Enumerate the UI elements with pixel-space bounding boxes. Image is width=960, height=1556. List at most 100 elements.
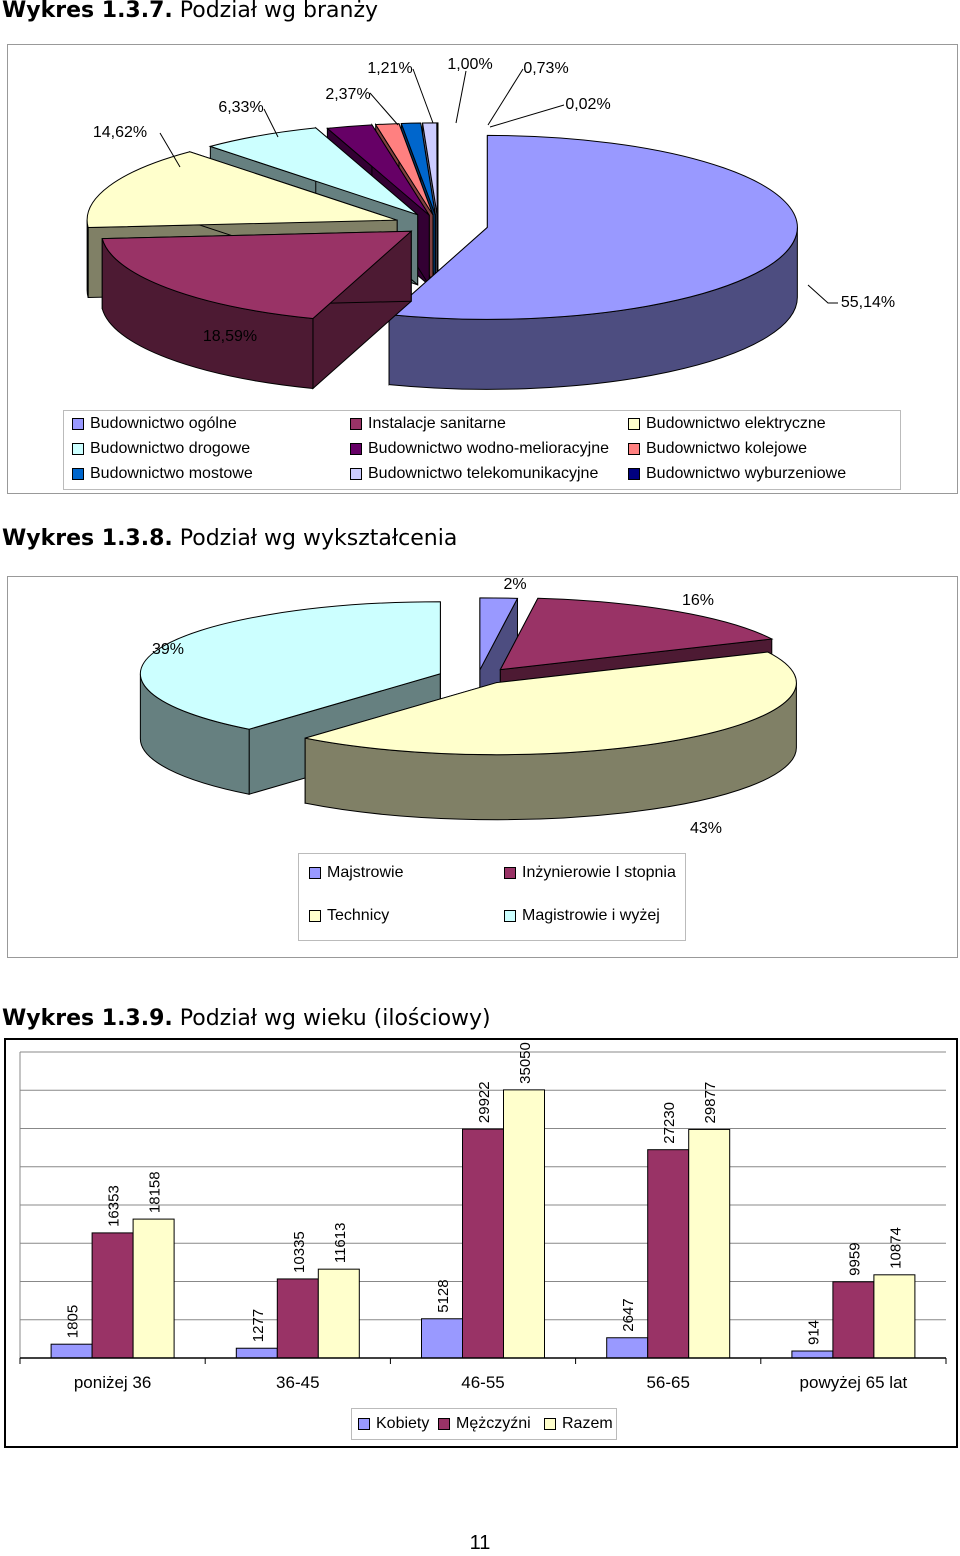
data-label-kobiety-powyzej-65-lat: 914: [805, 1320, 822, 1345]
data-label-mezczyzni-46-55: 29922: [476, 1081, 493, 1123]
chart1-leader-budownictwo-elektryczne: [159, 132, 181, 168]
chart3-title-number: Wykres 1.3.9.: [2, 1006, 173, 1031]
bar-razem-56-65: [688, 1128, 731, 1359]
chart3-legend-item-razem: Razem: [544, 1415, 613, 1433]
chart1-label-budownictwo-telekomunikacyjne: 0,73%: [523, 60, 568, 77]
chart3-area: 1805 16353 18158 poniżej 36 1277 10335 11613 36…: [4, 1038, 958, 1448]
bar-kobiety-powyzej-65-lat: [791, 1350, 834, 1359]
data-label-mezczyzni-36-45: 10335: [291, 1231, 308, 1273]
chart1-legend-item-instalacje-sanitarne: Instalacje sanitarne: [350, 415, 506, 433]
chart3-title: Wykres 1.3.9. Podział wg wieku (ilościow…: [2, 1006, 491, 1031]
chart1-leader-budownictwo-kolejowe: [412, 68, 434, 124]
chart3-legend-swatch: [438, 1418, 450, 1430]
chart1-leader-budownictwo-telekomunikacyjne: [487, 68, 524, 126]
chart1-legend-swatch: [628, 468, 640, 480]
bar-kobiety-56-65: [606, 1337, 649, 1359]
x-label-ponizej-36: poniżej 36: [74, 1373, 152, 1392]
chart1-leader-budownictwo-drogowe: [263, 108, 279, 138]
bar-mezczyzni-36-45: [276, 1278, 319, 1359]
chart1-title-text: Podział wg branży: [172, 0, 379, 23]
data-label-mezczyzni-56-65: 27230: [661, 1102, 678, 1144]
chart1-legend-label: Budownictwo kolejowe: [646, 440, 807, 457]
bar-kobiety-ponizej-36: [50, 1343, 93, 1359]
chart2-title-number: Wykres 1.3.8.: [2, 526, 173, 551]
chart2-label-majstrowie: 2%: [503, 577, 526, 593]
bar-kobiety-46-55: [421, 1318, 463, 1359]
chart1-leader-budownictwo-wodno-melioracyjne: [369, 92, 399, 126]
chart2-legend: Majstrowie Inżynierowie I stopnia Technicy…: [298, 853, 686, 941]
chart2-title-text: Podział wg wykształcenia: [172, 526, 458, 551]
chart1-title-number: Wykres 1.3.7.: [2, 0, 173, 23]
x-label-powyzej-65-lat: powyżej 65 lat: [800, 1373, 908, 1392]
x-label-36-45: 36-45: [276, 1373, 319, 1392]
data-label-kobiety-46-55: 5128: [435, 1279, 452, 1312]
chart1-legend-swatch: [72, 418, 84, 430]
data-label-mezczyzni-powyzej-65-lat: 9959: [846, 1242, 863, 1275]
chart2-title: Wykres 1.3.8. Podział wg wykształcenia: [2, 526, 457, 551]
data-label-mezczyzni-ponizej-36: 16353: [106, 1185, 123, 1227]
chart1-legend: Budownictwo ogólne Instalacje sanitarne Bu…: [63, 410, 901, 490]
data-label-kobiety-ponizej-36: 1805: [65, 1305, 82, 1338]
chart1-label-instalacje-sanitarne: 18,59%: [203, 328, 257, 345]
data-label-kobiety-56-65: 2647: [620, 1298, 637, 1331]
chart3-legend-label: Kobiety: [376, 1415, 430, 1432]
chart1-legend-item-budownictwo-kolejowe: Budownictwo kolejowe: [628, 440, 807, 458]
chart1-area: 55,14% 18,59% 14,62% 6,33% 2,37% 1,21% 1,00% 0,…: [7, 44, 958, 494]
x-label-56-65: 56-65: [646, 1373, 689, 1392]
chart2-area: 2% 16% 43% 39% Majstrowie Inżynierowie I sto…: [7, 576, 958, 958]
chart1-label-budownictwo-mostowe: 1,00%: [447, 56, 492, 73]
chart2-legend-label: Magistrowie i wyżej: [522, 907, 660, 924]
chart1-leader-budownictwo-wyburzeniowe: [489, 104, 565, 128]
chart2-label-magistrowie-i-wyzej: 39%: [152, 641, 184, 658]
chart1-title: Wykres 1.3.7. Podział wg branży: [2, 0, 378, 23]
chart2-legend-swatch: [309, 910, 321, 922]
chart3-legend-label: Razem: [562, 1415, 613, 1432]
chart2-legend-swatch: [504, 910, 516, 922]
bar-mezczyzni-46-55: [462, 1128, 504, 1359]
chart3-legend-item-mezczyzni: Mężczyźni: [438, 1415, 531, 1433]
chart2-legend-item-technicy: Technicy: [309, 907, 389, 925]
bar-mezczyzni-ponizej-36: [91, 1232, 134, 1359]
chart1-legend-label: Budownictwo telekomunikacyjne: [368, 465, 599, 482]
chart2-legend-label: Majstrowie: [327, 864, 404, 881]
bar-mezczyzni-56-65: [647, 1149, 690, 1359]
bar-razem-46-55: [503, 1089, 545, 1359]
chart2-legend-item-majstrowie: Majstrowie: [309, 864, 403, 882]
chart1-legend-swatch: [72, 468, 84, 480]
chart1-legend-swatch: [350, 418, 362, 430]
chart2-legend-item-inzynierowie-i-stopnia: Inżynierowie I stopnia: [504, 864, 676, 882]
slice-instalacje-sanitarne: [101, 230, 413, 390]
chart1-legend-label: Budownictwo mostowe: [90, 465, 253, 482]
chart1-label-budownictwo-drogowe: 6,33%: [218, 99, 263, 116]
chart1-legend-swatch: [350, 468, 362, 480]
chart2-legend-swatch: [504, 867, 516, 879]
page-number: 11: [469, 1532, 491, 1554]
data-label-razem-36-45: 11613: [332, 1223, 349, 1264]
chart1-legend-item-budownictwo-elektryczne: Budownictwo elektryczne: [628, 415, 826, 433]
bar-mezczyzni-powyzej-65-lat: [832, 1281, 875, 1359]
chart1-label-budownictwo-ogolne: 55,14%: [841, 294, 895, 311]
data-label-kobiety-36-45: 1277: [250, 1309, 267, 1342]
chart1-legend-item-budownictwo-drogowe: Budownictwo drogowe: [72, 440, 250, 458]
chart1-legend-label: Budownictwo ogólne: [90, 415, 237, 432]
chart1-label-budownictwo-wodno-melioracyjne: 2,37%: [325, 86, 370, 103]
chart1-legend-swatch: [628, 418, 640, 430]
chart3-legend: Kobiety Mężczyźni Razem: [351, 1408, 617, 1440]
chart3-legend-item-kobiety: Kobiety: [358, 1415, 429, 1433]
chart1-legend-label: Budownictwo drogowe: [90, 440, 251, 457]
bar-razem-powyzej-65-lat: [873, 1274, 916, 1359]
chart2-plot: 2% 16% 43% 39%: [139, 577, 797, 837]
chart2-label-inzynierowie-i-stopnia: 16%: [682, 592, 714, 609]
chart1-legend-item-budownictwo-mostowe: Budownictwo mostowe: [72, 465, 253, 483]
chart2-legend-item-magistrowie-i-wyzej: Magistrowie i wyżej: [504, 907, 660, 925]
chart1-legend-swatch: [628, 443, 640, 455]
data-label-razem-powyzej-65-lat: 10874: [887, 1227, 904, 1269]
chart2-legend-label: Inżynierowie I stopnia: [522, 864, 676, 881]
chart1-legend-label: Budownictwo elektryczne: [646, 415, 826, 432]
chart2-legend-label: Technicy: [327, 907, 390, 924]
chart3-title-text: Podział wg wieku (ilościowy): [172, 1006, 491, 1031]
chart3-legend-label: Mężczyźni: [456, 1415, 531, 1432]
chart1-legend-item-budownictwo-telekomunikacyjne: Budownictwo telekomunikacyjne: [350, 465, 598, 483]
chart1-legend-label: Budownictwo wodno-melioracyjne: [368, 440, 610, 457]
bar-razem-ponizej-36: [132, 1218, 175, 1359]
